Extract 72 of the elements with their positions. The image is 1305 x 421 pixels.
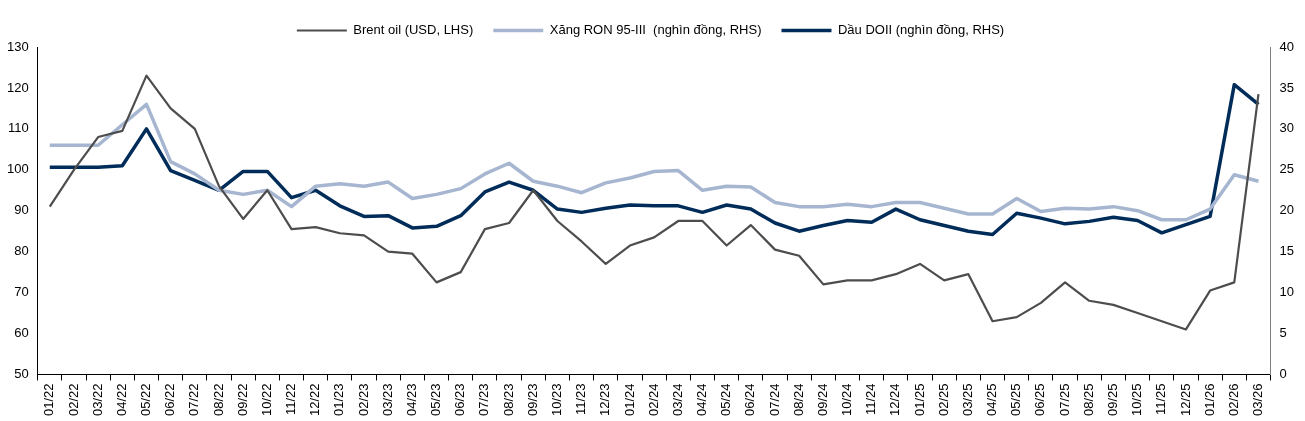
y2-tick-label: 10 xyxy=(1279,284,1295,300)
x-tick-label: 03/26 xyxy=(1250,383,1266,417)
legend-label: Xăng RON 95-III (nghìn đồng, RHS) xyxy=(549,22,762,38)
legend-label: Brent oil (USD, LHS) xyxy=(353,22,474,38)
y2-tick-label: 40 xyxy=(1279,38,1295,54)
x-tick-label: 08/23 xyxy=(500,383,516,417)
x-tick-label: 10/22 xyxy=(258,383,274,417)
x-tick-label: 03/25 xyxy=(959,383,975,417)
x-tick-label: 06/24 xyxy=(742,383,758,417)
y-tick-label: 50 xyxy=(14,366,29,382)
x-tick-label: 12/23 xyxy=(597,383,613,417)
x-tick-label: 12/22 xyxy=(307,383,323,417)
y2-tick-label: 35 xyxy=(1279,79,1295,95)
y2-tick-label: 5 xyxy=(1279,325,1287,341)
x-tick-label: 01/24 xyxy=(621,383,637,417)
y2-tick-label: 0 xyxy=(1279,366,1287,382)
x-tick-label: 07/24 xyxy=(766,383,782,417)
x-tick-label: 03/22 xyxy=(89,383,105,417)
x-tick-label: 12/25 xyxy=(1177,383,1193,417)
x-tick-label: 08/24 xyxy=(790,383,806,417)
x-tick-label: 09/22 xyxy=(234,383,250,417)
x-tick-label: 01/26 xyxy=(1201,383,1217,417)
y-tick-label: 100 xyxy=(6,161,29,177)
x-tick-label: 05/22 xyxy=(138,383,154,417)
x-tick-label: 10/24 xyxy=(839,383,855,417)
legend-label: Dầu DOII (nghìn đồng, RHS) xyxy=(837,22,1005,38)
x-tick-label: 07/22 xyxy=(186,383,202,417)
x-tick-label: 06/25 xyxy=(1032,383,1048,417)
x-tick-label: 10/25 xyxy=(1129,383,1145,417)
x-tick-label: 07/23 xyxy=(476,383,492,417)
x-tick-label: 09/23 xyxy=(524,383,540,417)
x-tick-label: 11/24 xyxy=(863,383,879,416)
x-tick-label: 08/25 xyxy=(1080,383,1096,417)
x-tick-label: 03/24 xyxy=(669,383,685,417)
x-tick-label: 02/23 xyxy=(355,383,371,417)
x-tick-label: 11/22 xyxy=(283,383,299,416)
x-tick-label: 09/24 xyxy=(814,383,830,417)
x-tick-label: 04/25 xyxy=(984,383,1000,417)
x-tick-label: 03/23 xyxy=(379,383,395,417)
x-tick-label: 01/23 xyxy=(331,383,347,417)
y-tick-label: 80 xyxy=(14,243,29,259)
x-tick-label: 07/25 xyxy=(1056,383,1072,417)
x-tick-label: 02/26 xyxy=(1225,383,1241,417)
x-tick-label: 04/24 xyxy=(694,383,710,417)
x-tick-label: 02/25 xyxy=(935,383,951,417)
x-tick-label: 01/25 xyxy=(911,383,927,417)
y-tick-label: 70 xyxy=(14,284,29,300)
x-tick-label: 06/23 xyxy=(452,383,468,417)
y2-tick-label: 30 xyxy=(1279,120,1295,136)
x-tick-label: 09/25 xyxy=(1104,383,1120,417)
x-tick-label: 05/24 xyxy=(718,383,734,417)
x-tick-label: 06/22 xyxy=(162,383,178,417)
x-tick-label: 12/24 xyxy=(887,383,903,417)
x-tick-label: 08/22 xyxy=(210,383,226,417)
y2-tick-label: 20 xyxy=(1279,202,1295,218)
x-tick-label: 02/22 xyxy=(65,383,81,417)
x-tick-label: 05/23 xyxy=(428,383,444,417)
x-tick-label: 01/22 xyxy=(41,383,57,417)
y-tick-label: 90 xyxy=(14,202,29,218)
x-tick-label: 04/23 xyxy=(403,383,419,417)
y-tick-label: 120 xyxy=(6,79,29,95)
x-tick-label: 11/25 xyxy=(1153,383,1169,416)
y2-tick-label: 25 xyxy=(1279,161,1295,177)
y-tick-label: 130 xyxy=(6,38,29,54)
x-tick-label: 02/24 xyxy=(645,383,661,417)
x-tick-label: 11/23 xyxy=(573,383,589,416)
x-tick-label: 05/25 xyxy=(1008,383,1024,417)
y2-tick-label: 15 xyxy=(1279,243,1295,259)
x-tick-label: 10/23 xyxy=(549,383,564,417)
x-tick-label: 04/22 xyxy=(113,383,129,417)
y-tick-label: 60 xyxy=(14,325,29,341)
y-tick-label: 110 xyxy=(7,120,29,136)
